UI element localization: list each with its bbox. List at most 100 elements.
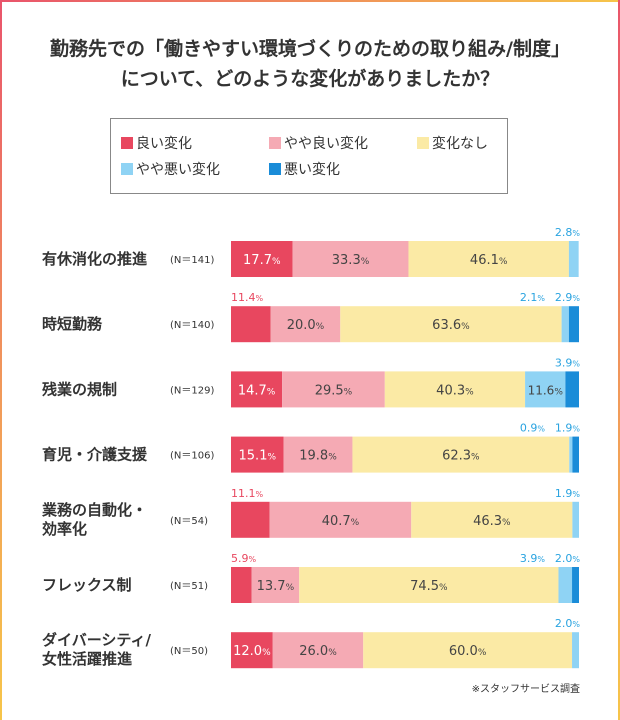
legend-item-somewhat-bad: やや悪い変化 <box>121 161 220 179</box>
sample-size-5: (N＝51) <box>170 581 208 592</box>
sample-size-2: (N＝129) <box>170 385 214 396</box>
data-label-good-6: 12.0% <box>233 644 271 659</box>
legend-item-good: 良い変化 <box>121 135 192 153</box>
bar-segment-somewhat_good-2 <box>282 371 385 408</box>
bar-segment-good-1 <box>231 306 271 343</box>
data-label-no_change-0: 46.1% <box>470 253 508 268</box>
legend-swatch-bad <box>269 163 281 175</box>
bar-segment-somewhat_bad-4 <box>572 501 579 538</box>
bar-segment-no_change-6 <box>363 632 573 669</box>
data-label-somewhat_bad-6: 2.0% <box>555 617 581 630</box>
data-label-no_change-3: 62.3% <box>442 449 480 464</box>
data-label-somewhat_bad-0: 2.8% <box>555 226 581 239</box>
legend-swatch-somewhat-good <box>269 137 281 149</box>
data-label-no_change-5: 74.5% <box>410 579 448 594</box>
data-label-somewhat_bad-5: 3.9% <box>520 552 546 565</box>
data-label-no_change-2: 40.3% <box>436 383 474 398</box>
bar-segment-good-4 <box>231 501 270 538</box>
data-label-somewhat_good-5: 13.7% <box>257 579 295 594</box>
bar-segment-bad-2 <box>565 371 579 408</box>
legend-item-no-change: 変化なし <box>417 135 488 153</box>
data-label-good-0: 17.7% <box>243 253 281 268</box>
category-label-6-line-1: 女性活躍推進 <box>42 650 133 668</box>
bar-segment-no_change-1 <box>340 306 562 343</box>
chart-title-line-2: について、どのような変化がありましたか？ <box>120 68 500 90</box>
category-label-6-line-0: ダイバーシティ/ <box>42 631 152 649</box>
legend-swatch-no-change <box>417 137 429 149</box>
data-label-somewhat_good-0: 33.3% <box>332 253 370 268</box>
legend-label-somewhat-good: やや良い変化 <box>284 136 368 152</box>
legend: 良い変化 やや良い変化 変化なし やや悪い変化 悪い変化 <box>110 118 508 194</box>
category-label-1: 時短勤務 <box>42 315 103 333</box>
data-label-no_change-4: 46.3% <box>473 514 511 529</box>
data-label-good-3: 15.1% <box>239 449 277 464</box>
frame-top-border <box>0 0 620 2</box>
bar-segment-good-0 <box>231 241 293 277</box>
bar-segment-bad-1 <box>568 306 579 343</box>
bar-segment-somewhat_bad-0 <box>568 241 579 277</box>
legend-label-good: 良い変化 <box>136 136 192 152</box>
data-label-bad-2: 3.9% <box>555 356 581 369</box>
footnote: ※スタッフサービス調査 <box>471 684 580 695</box>
bar-segment-somewhat_good-4 <box>269 501 412 538</box>
bar-segment-somewhat_good-3 <box>283 436 353 473</box>
legend-swatch-somewhat-bad <box>121 163 133 175</box>
bar-segment-no_change-5 <box>299 567 559 603</box>
bar-segment-somewhat_good-1 <box>270 306 341 343</box>
sample-size-6: (N＝50) <box>170 646 208 657</box>
legend-label-no-change: 変化なし <box>432 136 488 152</box>
sample-size-3: (N＝106) <box>170 451 214 462</box>
data-label-bad-3: 1.9% <box>555 422 581 435</box>
bar-segment-good-2 <box>231 371 283 408</box>
legend-swatch-good <box>121 137 133 149</box>
bar-segment-no_change-3 <box>352 436 570 473</box>
data-label-somewhat_bad-4: 1.9% <box>555 487 581 500</box>
category-label-4-line-1: 効率化 <box>42 520 87 538</box>
bar-segment-bad-3 <box>572 436 579 473</box>
chart-title-line-1: 勤務先での「働きやすい環境づくりのための取り組み/制度」 <box>50 38 570 60</box>
bar-segment-somewhat_bad-5 <box>558 567 573 603</box>
data-label-somewhat_bad-2: 11.6% <box>528 383 564 397</box>
bar-segment-somewhat_good-6 <box>272 632 364 669</box>
legend-item-bad: 悪い変化 <box>269 161 340 179</box>
data-label-good-2: 14.7% <box>238 383 276 398</box>
data-label-somewhat_bad-3: 0.9% <box>520 422 546 435</box>
data-label-somewhat_good-3: 19.8% <box>299 449 337 464</box>
frame-right-border <box>618 0 620 720</box>
data-label-somewhat_good-4: 40.7% <box>322 514 360 529</box>
sample-size-1: (N＝140) <box>170 320 214 331</box>
bar-segment-good-5 <box>231 567 252 603</box>
data-label-somewhat_bad-1: 2.1% <box>520 291 546 304</box>
legend-label-bad: 悪い変化 <box>284 162 340 178</box>
bar-segment-bad-5 <box>572 567 579 603</box>
data-label-good-5: 5.9% <box>231 552 257 565</box>
bar-segment-somewhat_bad-6 <box>572 632 579 669</box>
bar-segment-no_change-0 <box>408 241 569 277</box>
bar-segment-somewhat_bad-2 <box>525 371 566 408</box>
bar-segment-good-6 <box>231 632 273 669</box>
data-label-good-4: 11.1% <box>231 487 264 500</box>
category-label-3: 育児・介護支援 <box>42 446 148 464</box>
category-label-4-line-0: 業務の自動化・ <box>41 501 147 519</box>
data-label-no_change-1: 63.6% <box>432 318 470 333</box>
data-label-somewhat_good-6: 26.0% <box>299 644 337 659</box>
data-label-somewhat_good-2: 29.5% <box>315 383 353 398</box>
chart-title: 勤務先での「働きやすい環境づくりのための取り組み/制度」 について、どのような変… <box>0 34 620 94</box>
bar-segment-somewhat_good-5 <box>251 567 300 603</box>
category-label-5: フレックス制 <box>42 576 132 594</box>
sample-size-4: (N＝54) <box>170 516 208 527</box>
data-label-good-1: 11.4% <box>231 291 264 304</box>
bar-segment-somewhat_good-0 <box>292 241 409 277</box>
bar-segment-no_change-2 <box>384 371 526 408</box>
category-label-0: 有休消化の推進 <box>42 250 148 268</box>
bar-segment-no_change-4 <box>411 501 573 538</box>
data-label-bad-5: 2.0% <box>555 552 581 565</box>
sample-size-0: (N＝141) <box>170 255 214 266</box>
data-label-bad-1: 2.9% <box>555 291 581 304</box>
bar-segment-somewhat_bad-1 <box>561 306 569 343</box>
category-label-2: 残業の規制 <box>42 380 117 398</box>
bar-segment-good-3 <box>231 436 284 473</box>
legend-label-somewhat-bad: やや悪い変化 <box>136 162 220 178</box>
data-label-somewhat_good-1: 20.0% <box>287 318 325 333</box>
